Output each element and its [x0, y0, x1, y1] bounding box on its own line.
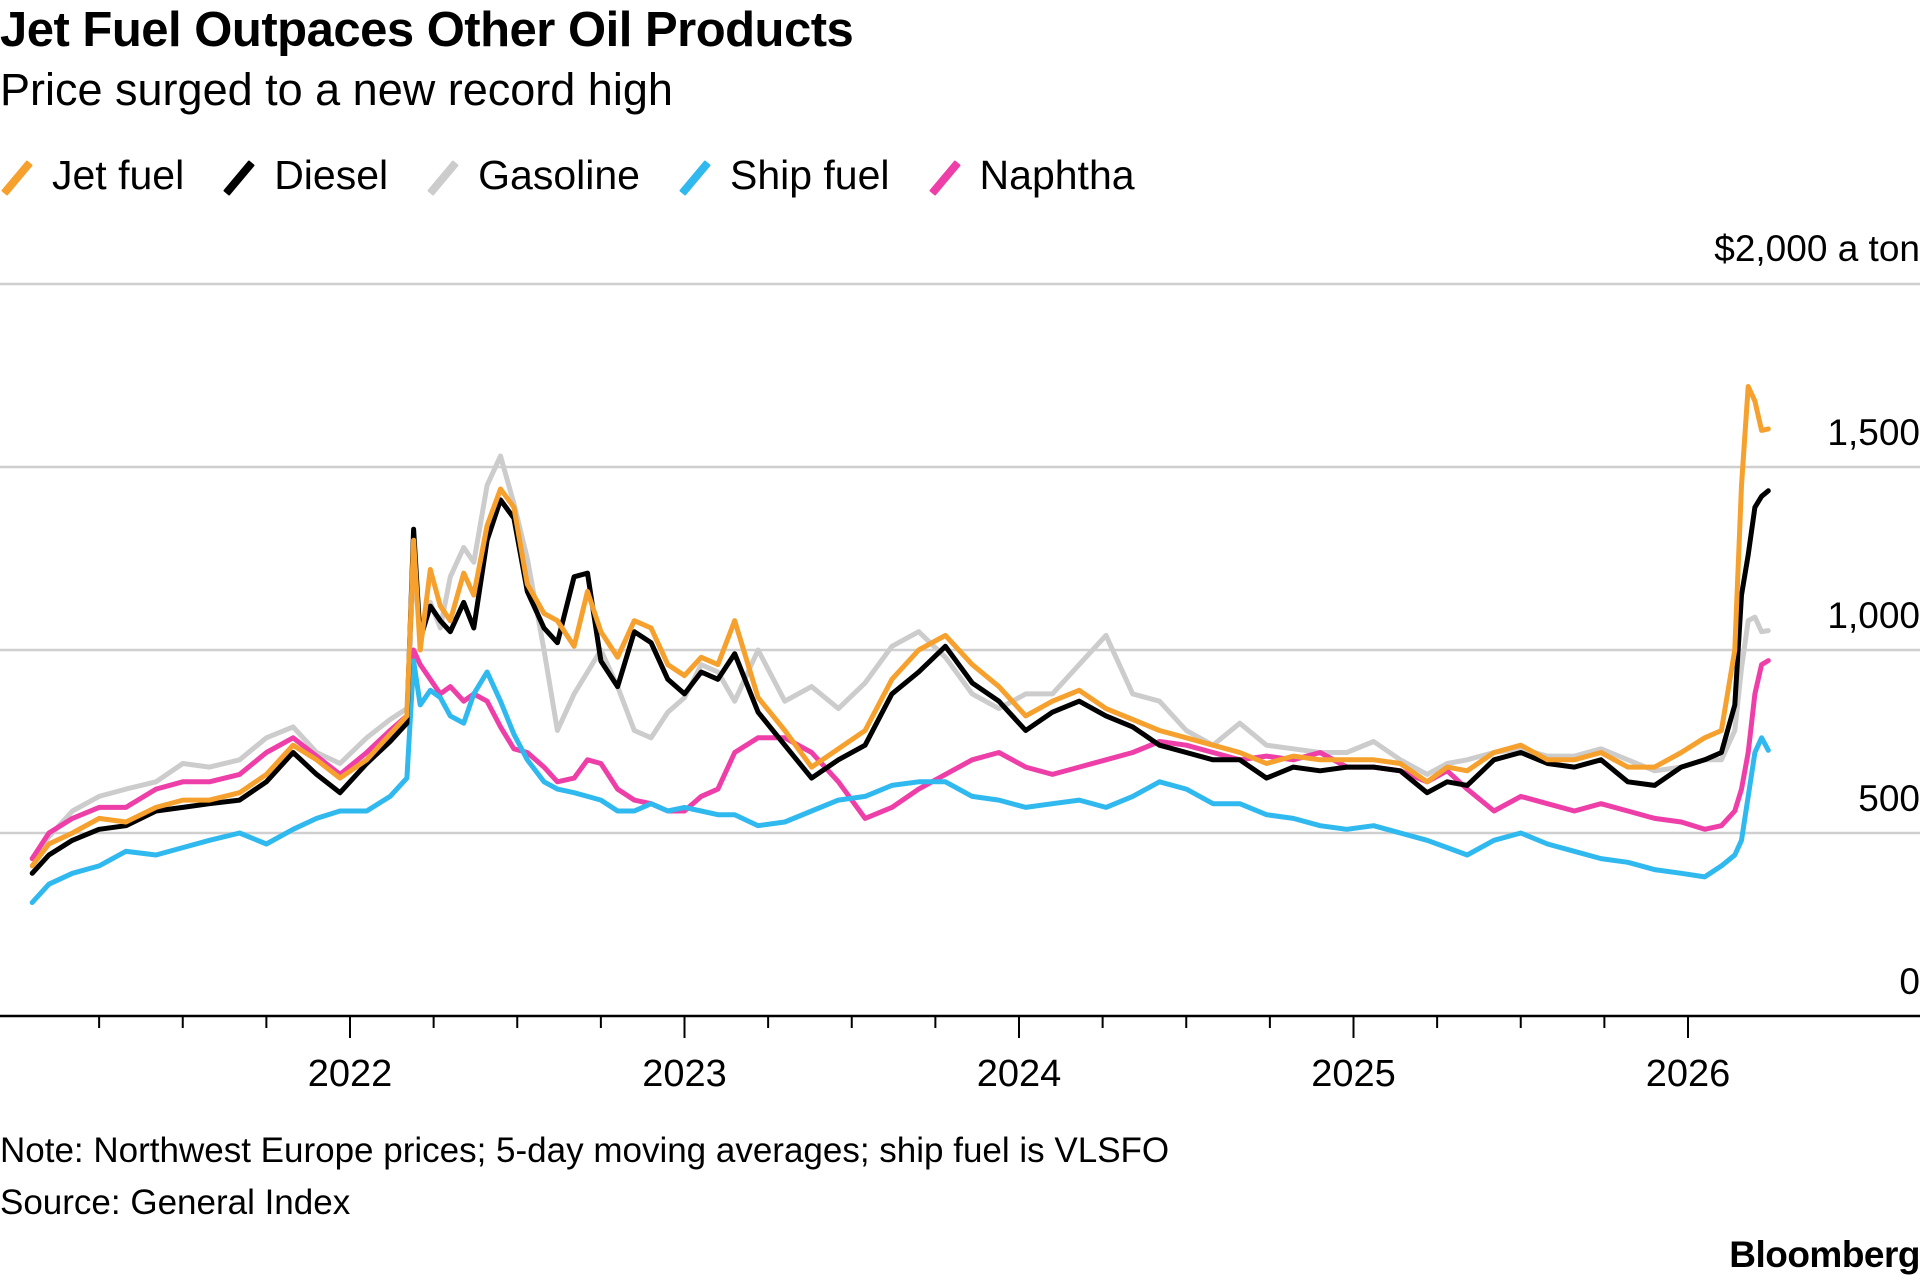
chart-source: Source: General Index: [0, 1183, 351, 1222]
y-tick-label-500: 500: [1858, 778, 1920, 819]
chart-subtitle: Price surged to a new record high: [0, 64, 673, 115]
gridlines: [0, 282, 1920, 835]
legend-label: Diesel: [274, 152, 389, 198]
legend-label: Naphtha: [979, 152, 1135, 198]
y-tick-label-1000: 1,000: [1827, 595, 1920, 636]
legend-item-naphtha: Naphtha: [928, 152, 1135, 199]
series-line-ship-fuel: [29, 658, 1771, 905]
x-tick-label: 2025: [1311, 1053, 1396, 1095]
chart-note: Note: Northwest Europe prices; 5-day mov…: [0, 1131, 1170, 1170]
legend-item-jet-fuel: Jet fuel: [0, 152, 184, 199]
legend-item-gasoline: Gasoline: [426, 152, 640, 199]
legend-label: Gasoline: [478, 152, 640, 198]
legend: Jet fuel Diesel Gasoline Ship fuel Naphtha: [0, 152, 1173, 199]
series-line-jet-fuel: [29, 384, 1771, 869]
legend-label: Ship fuel: [729, 152, 890, 198]
x-tick-label: 2024: [977, 1053, 1062, 1095]
legend-label: Jet fuel: [52, 152, 185, 198]
series-line-diesel: [29, 488, 1771, 876]
chart-title: Jet Fuel Outpaces Other Oil Products: [0, 3, 854, 57]
y-tick-label-0: 0: [1899, 961, 1920, 1002]
legend-item-diesel: Diesel: [222, 152, 388, 199]
x-tick-label: 2026: [1646, 1053, 1731, 1095]
line-chart: 2022 2023 2024 2025 2026: [0, 282, 1920, 1095]
x-tick-label: 2023: [642, 1053, 727, 1095]
x-tick-label: 2022: [308, 1053, 393, 1095]
y-axis-unit-label: $2,000 a ton: [1714, 228, 1920, 269]
series-line-gasoline: [29, 453, 1771, 862]
y-tick-label-1500: 1,500: [1827, 412, 1920, 453]
bloomberg-logo: Bloomberg: [1729, 1234, 1920, 1275]
legend-item-ship-fuel: Ship fuel: [678, 152, 890, 199]
series-lines: [29, 384, 1771, 905]
x-axis: 2022 2023 2024 2025 2026: [0, 1014, 1920, 1095]
